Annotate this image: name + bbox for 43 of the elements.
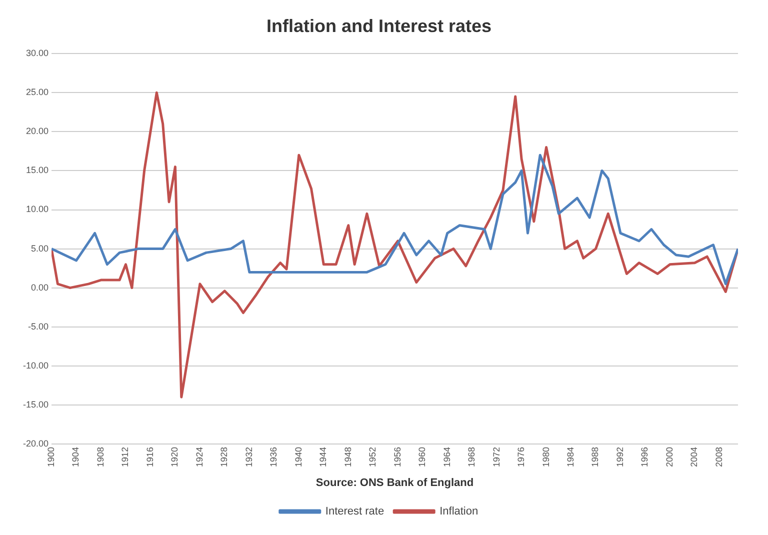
x-tick-label: 1964 [442,446,452,468]
x-tick-label: 1976 [516,446,526,468]
x-tick-label: 1996 [640,446,650,468]
y-tick-label: 15.00 [26,165,49,176]
x-tick-label: 1988 [590,446,600,468]
x-tick-label: 1900 [46,446,56,468]
chart-title: Inflation and Interest rates [266,16,492,36]
x-tick-label: 1908 [95,446,106,468]
x-tick-label: 1984 [566,446,576,468]
legend-label: Inflation [440,506,478,518]
y-tick-label: 20.00 [26,126,49,136]
x-tick-label: 1940 [293,446,304,468]
x-tick-label: 1944 [318,446,328,468]
x-tick-label: 1924 [194,446,204,468]
y-tick-label: -20.00 [22,438,49,448]
source-note: Source: ONS Bank of England [316,477,474,490]
x-tick-label: 1912 [120,446,130,468]
x-tick-label: 1972 [491,446,502,468]
x-tick-label: 1928 [219,446,230,468]
y-tick-label: 10.00 [26,204,49,214]
x-tick-label: 2004 [689,446,700,468]
x-tick-label: 1904 [70,446,81,468]
x-tick-label: 2000 [664,446,674,468]
y-tick-label: 0.00 [30,282,49,292]
x-tick-label: 1932 [244,446,254,468]
x-tick-label: 1960 [417,446,428,468]
x-tick-label: 2008 [714,446,724,468]
y-tick-label: 5.00 [30,243,49,254]
x-tick-label: 1920 [170,446,180,468]
x-tick-label: 1948 [342,446,353,468]
y-tick-label: -5.00 [28,321,49,332]
y-tick-label: 30.00 [26,48,49,58]
x-tick-label: 1992 [614,446,625,468]
y-tick-label: -10.00 [22,360,49,370]
legend-label: Interest rate [325,506,384,518]
x-tick-label: 1936 [268,446,279,468]
x-tick-label: 1968 [466,446,477,468]
y-tick-label: -15.00 [22,399,49,410]
x-tick-label: 1956 [392,446,402,468]
y-tick-label: 25.00 [26,87,49,98]
x-tick-label: 1980 [540,446,551,468]
x-tick-label: 1916 [144,446,155,468]
x-tick-label: 1952 [368,446,378,468]
